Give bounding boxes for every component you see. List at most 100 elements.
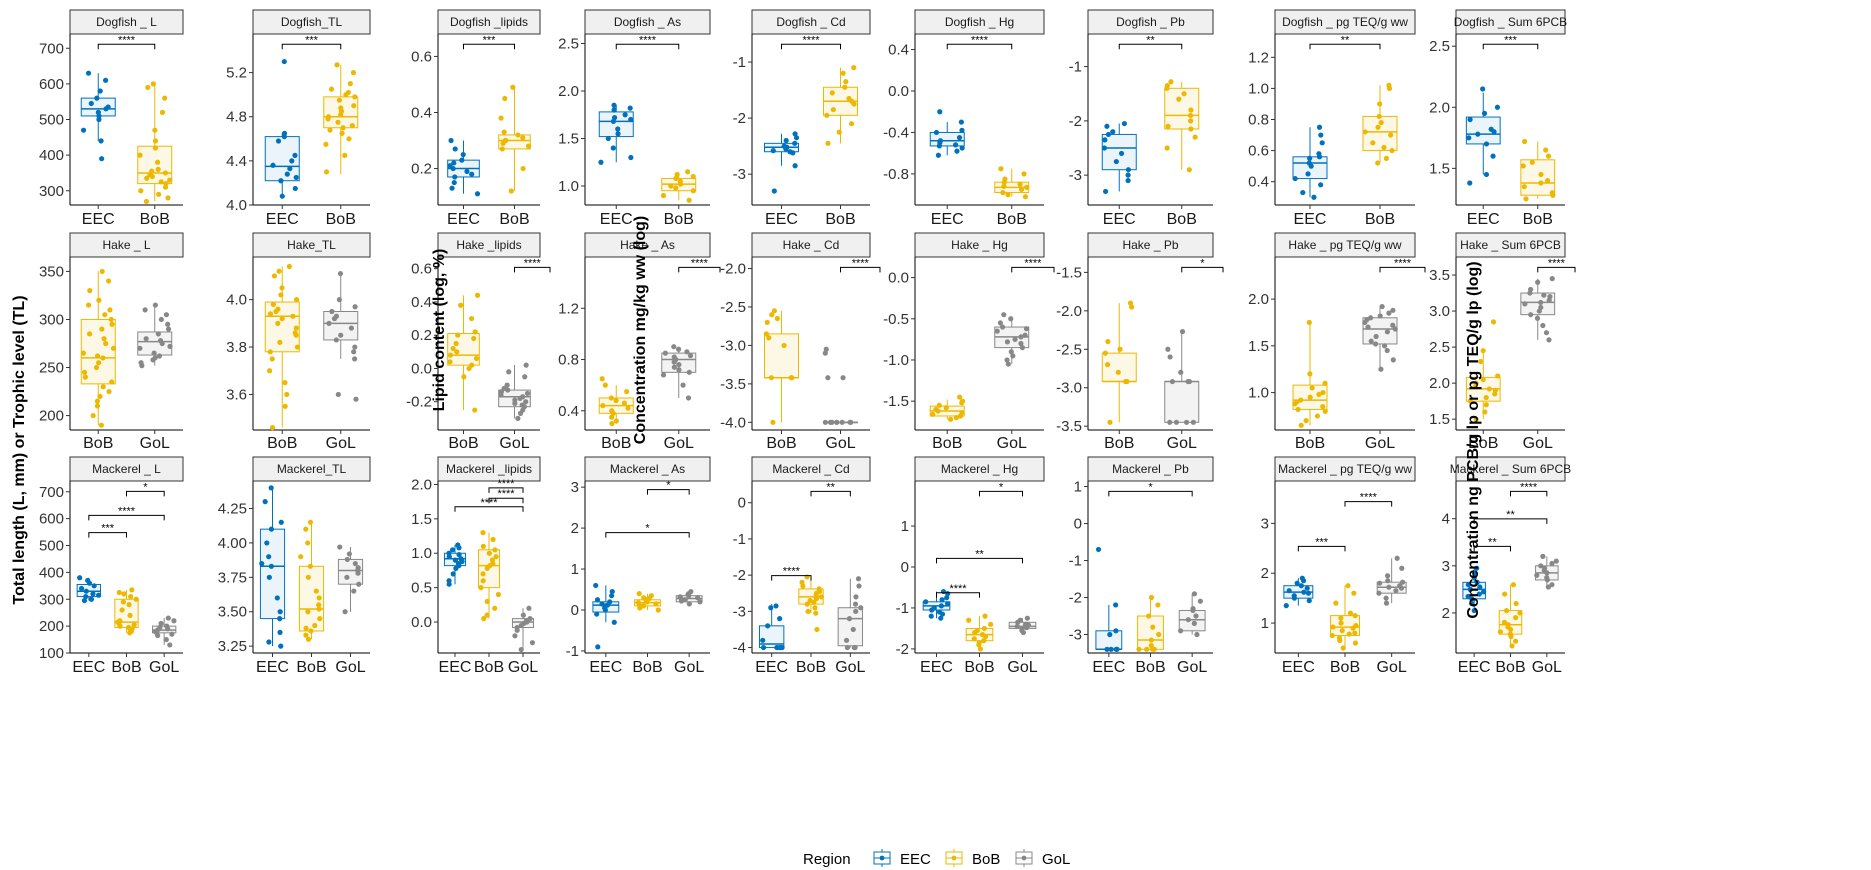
data-point	[1501, 619, 1508, 625]
data-point	[598, 159, 604, 165]
data-point	[88, 100, 94, 107]
data-point	[1398, 585, 1405, 591]
panel: Mackerel _ L 100 200 300 400 500 600 700 EEC BoB G…	[39, 456, 184, 676]
panel: Dogfish _ Pb -3 -2 -1 EEC BoB **	[1069, 9, 1214, 228]
data-point	[615, 126, 621, 132]
data-point	[1330, 624, 1336, 630]
data-point	[90, 591, 96, 597]
data-point	[764, 319, 770, 325]
y-axis-title: Concentration mg/kg ww (log)	[632, 216, 649, 444]
data-point	[1346, 631, 1352, 637]
panel-title: Dogfish _ Hg	[945, 15, 1014, 29]
data-point	[1146, 613, 1152, 619]
data-point	[1474, 579, 1480, 585]
panel-title: Dogfish _ Pb	[1116, 15, 1185, 29]
data-point	[954, 148, 960, 154]
data-point	[1024, 625, 1030, 631]
y-tick-label: -1.5	[883, 393, 909, 410]
data-point	[1467, 180, 1473, 186]
data-point	[1022, 332, 1028, 338]
data-point	[1095, 546, 1102, 553]
data-point	[472, 407, 478, 413]
panel-title: Dogfish_TL	[281, 15, 343, 29]
data-point	[305, 609, 311, 615]
data-point	[1383, 600, 1390, 606]
data-point	[1483, 394, 1489, 401]
data-point	[449, 547, 456, 553]
data-point	[844, 644, 850, 651]
panel-strip	[584, 232, 711, 258]
y-tick-label: 2	[1261, 565, 1269, 582]
data-point	[80, 350, 86, 356]
y-tick-label: 2.0	[1429, 375, 1450, 392]
data-point	[1018, 186, 1025, 193]
y-tick-label: 400	[39, 564, 64, 581]
data-point	[684, 349, 690, 355]
data-point	[86, 580, 93, 586]
data-point	[1004, 339, 1011, 345]
data-point	[82, 374, 88, 380]
data-point	[1191, 620, 1197, 627]
y-tick-label: 0.4	[1248, 174, 1269, 191]
data-point	[1478, 358, 1484, 365]
y-tick-label: 600	[39, 511, 64, 528]
data-point	[451, 160, 457, 166]
data-point	[152, 138, 159, 144]
data-point	[452, 557, 458, 563]
data-point	[1305, 171, 1311, 177]
data-point	[1001, 312, 1007, 318]
data-point	[1329, 632, 1335, 639]
data-point	[1467, 586, 1473, 592]
data-point	[1352, 640, 1359, 646]
data-point	[1292, 175, 1298, 182]
data-point	[1316, 154, 1323, 160]
data-point	[627, 105, 633, 111]
panel-strip	[1274, 456, 1416, 482]
data-point	[818, 594, 825, 600]
data-point	[947, 416, 954, 422]
data-point	[159, 340, 165, 347]
data-point	[1292, 401, 1298, 407]
y-tick-label: 3.8	[226, 339, 247, 356]
data-point	[117, 623, 123, 629]
data-point	[660, 192, 667, 199]
data-point	[1529, 159, 1535, 165]
data-point	[103, 106, 109, 112]
data-point	[453, 340, 459, 347]
data-point	[814, 626, 820, 633]
data-point	[453, 565, 459, 571]
data-point	[1017, 181, 1023, 187]
significance-label: ****	[783, 566, 801, 578]
data-point	[595, 644, 601, 650]
significance-bracket	[463, 43, 515, 50]
y-tick-label: 0.0	[411, 614, 432, 631]
data-point	[352, 344, 358, 350]
box-iqr	[1101, 133, 1137, 171]
data-point	[1513, 600, 1519, 607]
x-tick-label: BoB	[664, 211, 694, 228]
data-point	[480, 543, 486, 549]
data-point	[1306, 598, 1312, 604]
significance-label: ****	[949, 583, 967, 595]
legend-key-point	[879, 855, 885, 861]
data-point	[660, 372, 667, 378]
x-tick-label: BoB	[1468, 435, 1498, 452]
x-tick-label: EEC	[589, 659, 622, 676]
data-point	[957, 413, 964, 419]
data-point	[270, 301, 276, 307]
data-point	[154, 159, 161, 165]
data-point	[344, 556, 350, 563]
data-point	[284, 391, 290, 398]
y-tick-label: -2	[733, 110, 746, 127]
data-point	[303, 632, 309, 638]
y-tick-label: 4	[1442, 511, 1450, 528]
y-tick-label: -1.5	[1056, 264, 1082, 281]
data-point	[336, 297, 342, 303]
data-point	[959, 145, 965, 151]
data-point	[307, 563, 313, 569]
data-point	[605, 135, 611, 142]
data-point	[515, 415, 521, 421]
data-point	[1503, 607, 1510, 614]
data-point	[484, 565, 490, 571]
data-point	[982, 634, 989, 640]
